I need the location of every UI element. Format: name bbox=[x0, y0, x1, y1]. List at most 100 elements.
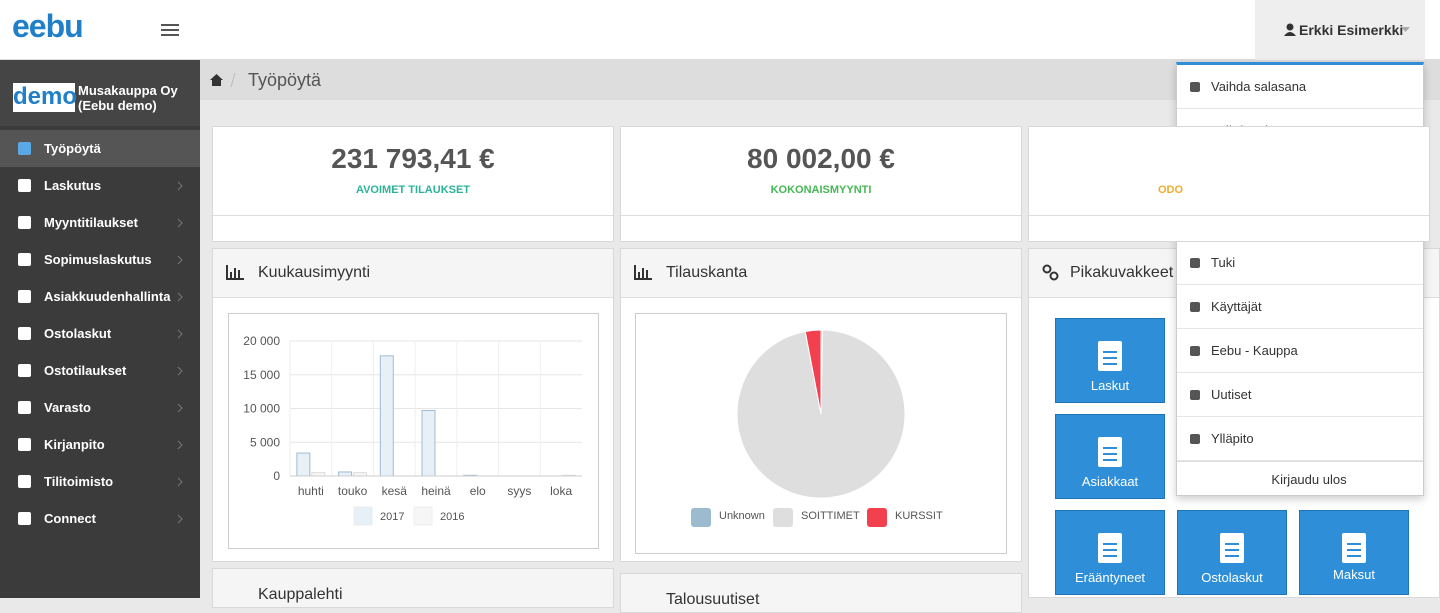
stat-label: AVOIMET TILAUKSET bbox=[355, 184, 471, 196]
legend-swatch bbox=[867, 508, 887, 527]
tile-icon bbox=[1098, 437, 1122, 467]
chevron bbox=[177, 329, 183, 339]
chevron bbox=[177, 255, 183, 265]
menu-item[interactable]: Kirjanpito bbox=[0, 426, 200, 463]
chevron bbox=[177, 440, 183, 450]
chart-icon bbox=[226, 265, 244, 280]
stat-card: 80 002,00 € KOKONAISMYYNTI bbox=[620, 126, 1022, 242]
tile-label: Erääntyneet bbox=[1074, 570, 1146, 585]
home-icon[interactable] bbox=[210, 74, 223, 86]
dropdown-item[interactable]: Vaihda salasana bbox=[1177, 65, 1423, 109]
stat-label: KOKONAISMYYNTI bbox=[770, 184, 872, 196]
legend-label: SOITTIMET bbox=[801, 510, 860, 522]
menu-icon bbox=[18, 401, 31, 414]
chart-icon bbox=[634, 265, 652, 280]
panel-header bbox=[621, 249, 1021, 298]
tile-icon bbox=[1220, 533, 1244, 563]
shortcut-tile[interactable]: Erääntyneet bbox=[1055, 510, 1165, 595]
menu-icon bbox=[18, 327, 31, 340]
menu-item[interactable]: Ostotilaukset bbox=[0, 352, 200, 389]
chevron bbox=[177, 366, 183, 376]
menu-item[interactable]: Varasto bbox=[0, 389, 200, 426]
chevron bbox=[177, 514, 183, 524]
shortcut-tile[interactable]: Laskut bbox=[1055, 318, 1165, 403]
stat-footer bbox=[621, 215, 1021, 216]
dropdown-item[interactable]: Käyttäjät bbox=[1177, 285, 1423, 329]
menu-icon bbox=[18, 216, 31, 229]
link-icon bbox=[1042, 264, 1059, 281]
bar bbox=[338, 471, 353, 477]
user-menu[interactable]: Erkki Esimerkki bbox=[1255, 0, 1425, 60]
x-tick-label: kesä bbox=[382, 484, 408, 498]
menu-icon bbox=[18, 253, 31, 266]
tile-label: Ostolaskut bbox=[1201, 570, 1263, 585]
pie-chart: Unknown SOITTIMET KURSSIT bbox=[635, 313, 1007, 554]
legend-swatch bbox=[773, 508, 793, 527]
y-tick-label: 0 bbox=[273, 469, 280, 483]
dropdown-item[interactable]: Uutiset bbox=[1177, 373, 1423, 417]
panel-title: Tilauskanta bbox=[666, 264, 748, 281]
top-bar: eebu Erkki Esimerkki bbox=[0, 0, 1440, 60]
user-icon bbox=[1284, 23, 1296, 36]
shortcut-tile[interactable]: Asiakkaat bbox=[1055, 414, 1165, 499]
dropdown-item[interactable]: Ylläpito bbox=[1177, 417, 1423, 461]
shortcut-tile[interactable]: Ostolaskut bbox=[1177, 510, 1287, 595]
bar bbox=[311, 472, 326, 477]
menu-item[interactable]: Laskutus bbox=[0, 167, 200, 204]
y-tick-label: 10 000 bbox=[243, 402, 280, 416]
legend-swatch bbox=[353, 506, 373, 526]
chevron bbox=[177, 403, 183, 413]
bar-chart: 0 5 000 10 000 15 000 20 000 huhti touko kesä he… bbox=[228, 313, 599, 549]
menu-item[interactable]: Connect bbox=[0, 500, 200, 537]
legend-label: KURSSIT bbox=[895, 510, 943, 522]
company-name: Musakauppa Oy bbox=[78, 83, 178, 98]
bar bbox=[421, 410, 436, 477]
tile-label: Maksut bbox=[1333, 567, 1375, 582]
menu-item[interactable]: Ostolaskut bbox=[0, 315, 200, 352]
separator bbox=[230, 72, 236, 88]
item-icon bbox=[1190, 302, 1200, 312]
menu-item[interactable]: Työpöytä bbox=[0, 130, 200, 167]
menu-item[interactable]: Myyntitilaukset bbox=[0, 204, 200, 241]
chevron bbox=[177, 218, 183, 228]
menu-icon bbox=[18, 142, 31, 155]
caret bbox=[1401, 27, 1410, 32]
menu-icon bbox=[18, 290, 31, 303]
pie-slice bbox=[804, 329, 822, 415]
item-icon bbox=[1190, 82, 1200, 92]
menu-toggle[interactable] bbox=[161, 24, 179, 36]
dropdown-item[interactable]: Tuki bbox=[1177, 241, 1423, 285]
x-tick-label: huhti bbox=[298, 484, 324, 498]
stat-value: 80 002,00 € bbox=[747, 143, 895, 174]
company-name: (Eebu demo) bbox=[78, 98, 157, 113]
menu-item[interactable]: Sopimuslaskutus bbox=[0, 241, 200, 278]
tile-icon bbox=[1098, 533, 1122, 563]
item-icon bbox=[1190, 346, 1200, 356]
tile-label: Laskut bbox=[1090, 378, 1130, 393]
stat-card: 231 793,41 € AVOIMET TILAUKSET bbox=[212, 126, 614, 242]
bar bbox=[379, 355, 394, 477]
shortcut-tile[interactable]: Maksut bbox=[1299, 510, 1409, 595]
menu-icon bbox=[18, 512, 31, 525]
legend-label: Unknown bbox=[719, 510, 765, 522]
x-tick-label: syys bbox=[507, 484, 531, 498]
y-tick-label: 5 000 bbox=[250, 435, 280, 449]
menu-item[interactable]: Tilitoimisto bbox=[0, 463, 200, 500]
item-icon bbox=[1190, 258, 1200, 268]
x-tick-label: elo bbox=[470, 484, 486, 498]
tile-icon bbox=[1342, 533, 1366, 563]
logout[interactable]: Kirjaudu ulos bbox=[1177, 461, 1423, 497]
logo[interactable]: eebu bbox=[12, 8, 84, 44]
y-tick-label: 20 000 bbox=[243, 334, 280, 348]
y-tick-label: 15 000 bbox=[243, 368, 280, 382]
menu-icon bbox=[18, 475, 31, 488]
tile-label: Asiakkaat bbox=[1081, 474, 1139, 489]
x-tick-label: touko bbox=[338, 484, 368, 498]
menu-item[interactable]: Asiakkuudenhallinta bbox=[0, 278, 200, 315]
legend-swatch bbox=[413, 506, 433, 526]
breadcrumb-current: Työpöytä bbox=[248, 70, 322, 90]
item-icon bbox=[1190, 390, 1200, 400]
stat-card: ODO bbox=[1028, 126, 1430, 242]
dropdown-item[interactable]: Eebu - Kauppa bbox=[1177, 329, 1423, 373]
